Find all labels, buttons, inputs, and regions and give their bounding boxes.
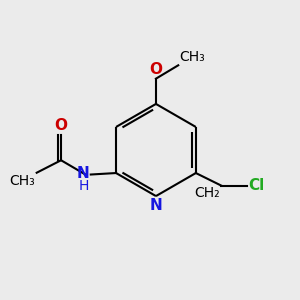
Text: N: N xyxy=(76,167,89,182)
Text: O: O xyxy=(55,118,68,133)
Text: CH₃: CH₃ xyxy=(180,50,206,64)
Text: CH₃: CH₃ xyxy=(10,174,35,188)
Text: O: O xyxy=(149,62,162,77)
Text: H: H xyxy=(79,179,89,193)
Text: CH₂: CH₂ xyxy=(194,186,220,200)
Text: N: N xyxy=(150,198,162,213)
Text: Cl: Cl xyxy=(249,178,265,193)
